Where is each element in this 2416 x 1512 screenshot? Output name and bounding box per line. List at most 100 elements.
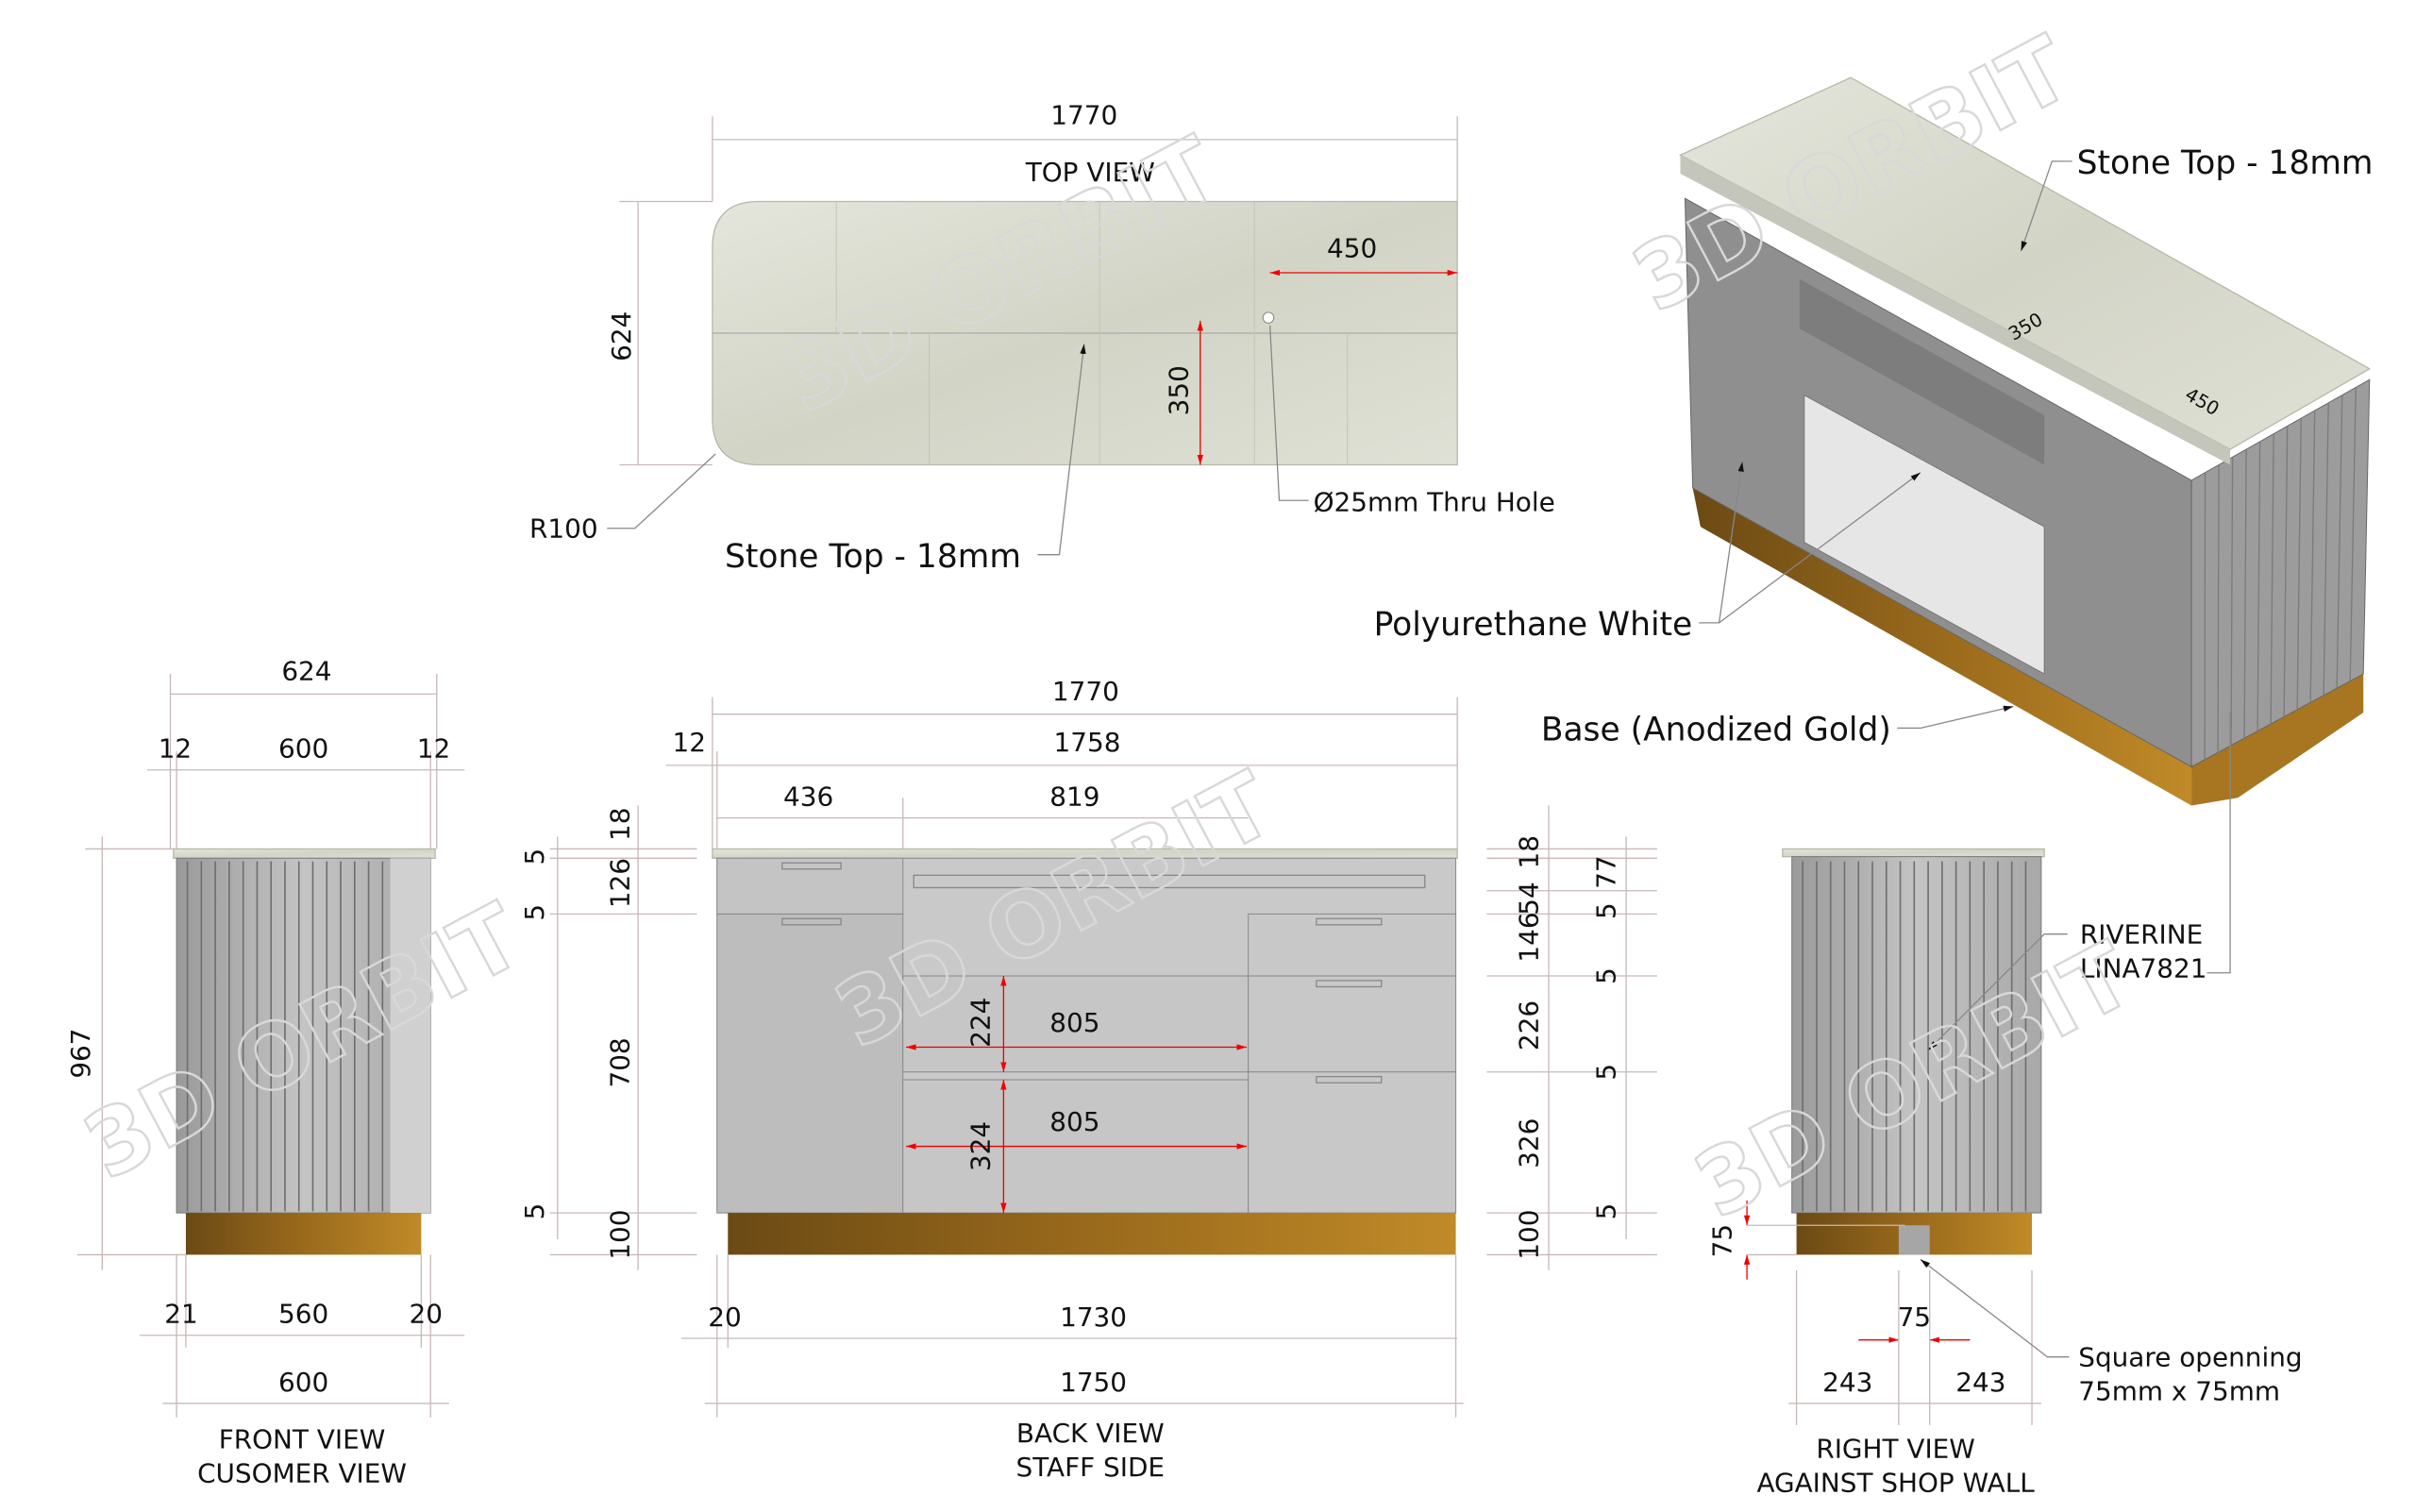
back-right-gap-5: 5 xyxy=(1591,1203,1622,1220)
back-view-title: BACK VIEW xyxy=(1016,1418,1165,1449)
right-body xyxy=(1791,856,2042,1214)
back-top-offset: 12 xyxy=(673,727,706,758)
back-drawer-right-2 xyxy=(1248,975,1457,1073)
opening-right-offset: 243 xyxy=(1955,1367,2005,1398)
hole-offset-x-dim: 450 xyxy=(1327,233,1377,264)
iso-drawer-band xyxy=(1799,278,2045,465)
top-view-title: TOP VIEW xyxy=(1025,157,1155,188)
flute-line xyxy=(2336,395,2343,689)
right-flutes xyxy=(1802,861,2027,1212)
back-right-gap-1: 77 xyxy=(1591,855,1622,888)
iso-base-label: Base (Anodized Gold) xyxy=(1541,712,1891,749)
drawer2-width: 805 xyxy=(1049,1106,1099,1137)
flute-line xyxy=(2270,433,2274,725)
flute-line xyxy=(2230,457,2234,746)
iso-stone-edge xyxy=(1680,155,2231,465)
back-left-height-1: 18 xyxy=(604,807,635,840)
front-view-title: FRONT VIEW xyxy=(219,1424,386,1455)
back-view: 1770 12 1758 436 819 5 5 5 18 126 708 10… xyxy=(519,676,1657,1483)
drawer2-height: 324 xyxy=(965,1121,997,1171)
back-right-height-6: 100 xyxy=(1514,1209,1545,1259)
hole-offset-y-dim: 350 xyxy=(1164,365,1195,415)
back-right-gap-3: 5 xyxy=(1591,967,1622,984)
iso-base-front xyxy=(1692,488,2192,806)
flute-line xyxy=(2283,426,2289,717)
flute-line xyxy=(2323,402,2329,696)
back-right-height-4: 226 xyxy=(1514,1000,1545,1050)
back-right-height-1: 18 xyxy=(1514,835,1545,868)
back-right-section: 819 xyxy=(1049,781,1099,813)
thru-hole xyxy=(1262,311,1275,324)
back-top-drawer-left xyxy=(716,857,904,915)
flute-line xyxy=(2296,418,2302,710)
back-left-door xyxy=(716,913,904,1214)
back-top-inner: 1758 xyxy=(1054,727,1121,758)
back-right-height-5: 326 xyxy=(1514,1118,1545,1168)
right-view-title: RIGHT VIEW xyxy=(1816,1433,1975,1464)
radius-label: R100 xyxy=(529,513,598,545)
iso-base-side xyxy=(2191,674,2364,806)
stone-tile-joints xyxy=(835,201,1349,465)
top-depth-dim: 624 xyxy=(606,311,637,361)
square-opening xyxy=(1898,1225,1930,1255)
front-bottom-mid: 560 xyxy=(278,1299,328,1330)
opening-height: 75 xyxy=(1707,1224,1738,1257)
material-line-2: LINA7821 xyxy=(2080,953,2207,984)
back-left-section: 436 xyxy=(783,781,833,813)
front-view-subtitle: CUSOMER VIEW xyxy=(197,1458,407,1489)
back-bottom-offset: 20 xyxy=(708,1302,741,1333)
right-view-subtitle: AGAINST SHOP WALL xyxy=(1756,1467,2035,1498)
back-left-height-3: 708 xyxy=(604,1037,635,1087)
flute-line xyxy=(2217,464,2220,753)
drawer1-width: 805 xyxy=(1049,1007,1099,1038)
back-left-height-2: 126 xyxy=(604,858,635,908)
back-right-height-3: 146 xyxy=(1514,912,1545,962)
back-left-gap-1: 5 xyxy=(519,848,550,865)
right-stone-top xyxy=(1782,848,2045,858)
back-drawer-right-3 xyxy=(1248,1071,1457,1214)
front-height: 967 xyxy=(65,1028,96,1078)
top-width-dim: 1770 xyxy=(1050,99,1117,130)
back-drawer-right-1 xyxy=(1248,913,1457,977)
front-bottom-left: 21 xyxy=(164,1299,197,1330)
back-right-gap-2: 5 xyxy=(1591,902,1622,919)
front-top-left: 12 xyxy=(159,733,192,764)
flute-line xyxy=(2257,441,2261,731)
back-right-height-2: 54 xyxy=(1514,882,1545,915)
back-drawer-middle-1 xyxy=(902,975,1250,1073)
back-left-height-4: 100 xyxy=(604,1209,635,1259)
iso-open-shelf xyxy=(1804,394,2045,675)
opening-width: 75 xyxy=(1898,1302,1931,1333)
isometric-view: 350 450 Stone Top - 18mm Polyurethane Wh… xyxy=(1374,76,2374,974)
back-bottom-total: 1750 xyxy=(1060,1367,1127,1398)
back-right-gap-4: 5 xyxy=(1591,1064,1622,1081)
front-stone-top xyxy=(173,848,436,859)
front-flutes xyxy=(186,861,384,1212)
iso-finish-label: Polyurethane White xyxy=(1374,606,1693,644)
front-gold-base xyxy=(185,1213,422,1255)
drawer-handles xyxy=(781,862,1426,1084)
front-view: 624 12 600 12 967 21 560 20 600 FRONT VI… xyxy=(65,656,465,1489)
opening-label-line-2: 75mm x 75mm xyxy=(2078,1376,2280,1407)
drawer1-height: 224 xyxy=(965,998,997,1048)
front-end-panel xyxy=(390,858,431,1214)
top-view: 1770 TOP VIEW 624 R100 450 350 Ø25mm Thr… xyxy=(529,99,1555,575)
opening-left-offset: 243 xyxy=(1822,1367,1872,1398)
iso-side-flutes xyxy=(2204,387,2357,760)
back-gold-base xyxy=(728,1213,1456,1255)
hole-label: Ø25mm Thru Hole xyxy=(1314,487,1555,518)
front-bottom-right: 20 xyxy=(410,1299,443,1330)
top-stone-label: Stone Top - 18mm xyxy=(725,538,1021,576)
flute-line xyxy=(2309,411,2316,703)
iso-body-side xyxy=(2190,378,2371,768)
flute-line xyxy=(2243,449,2247,739)
back-left-gap-3: 5 xyxy=(519,1203,550,1220)
front-top-total: 624 xyxy=(281,656,331,687)
front-top-mid: 600 xyxy=(278,733,328,764)
iso-stone-label: Stone Top - 18mm xyxy=(2077,144,2374,182)
material-line-1: RIVERINE xyxy=(2080,919,2203,950)
back-left-gap-2: 5 xyxy=(519,904,550,921)
front-bottom-total: 600 xyxy=(278,1367,328,1398)
back-top-total: 1770 xyxy=(1052,676,1119,707)
